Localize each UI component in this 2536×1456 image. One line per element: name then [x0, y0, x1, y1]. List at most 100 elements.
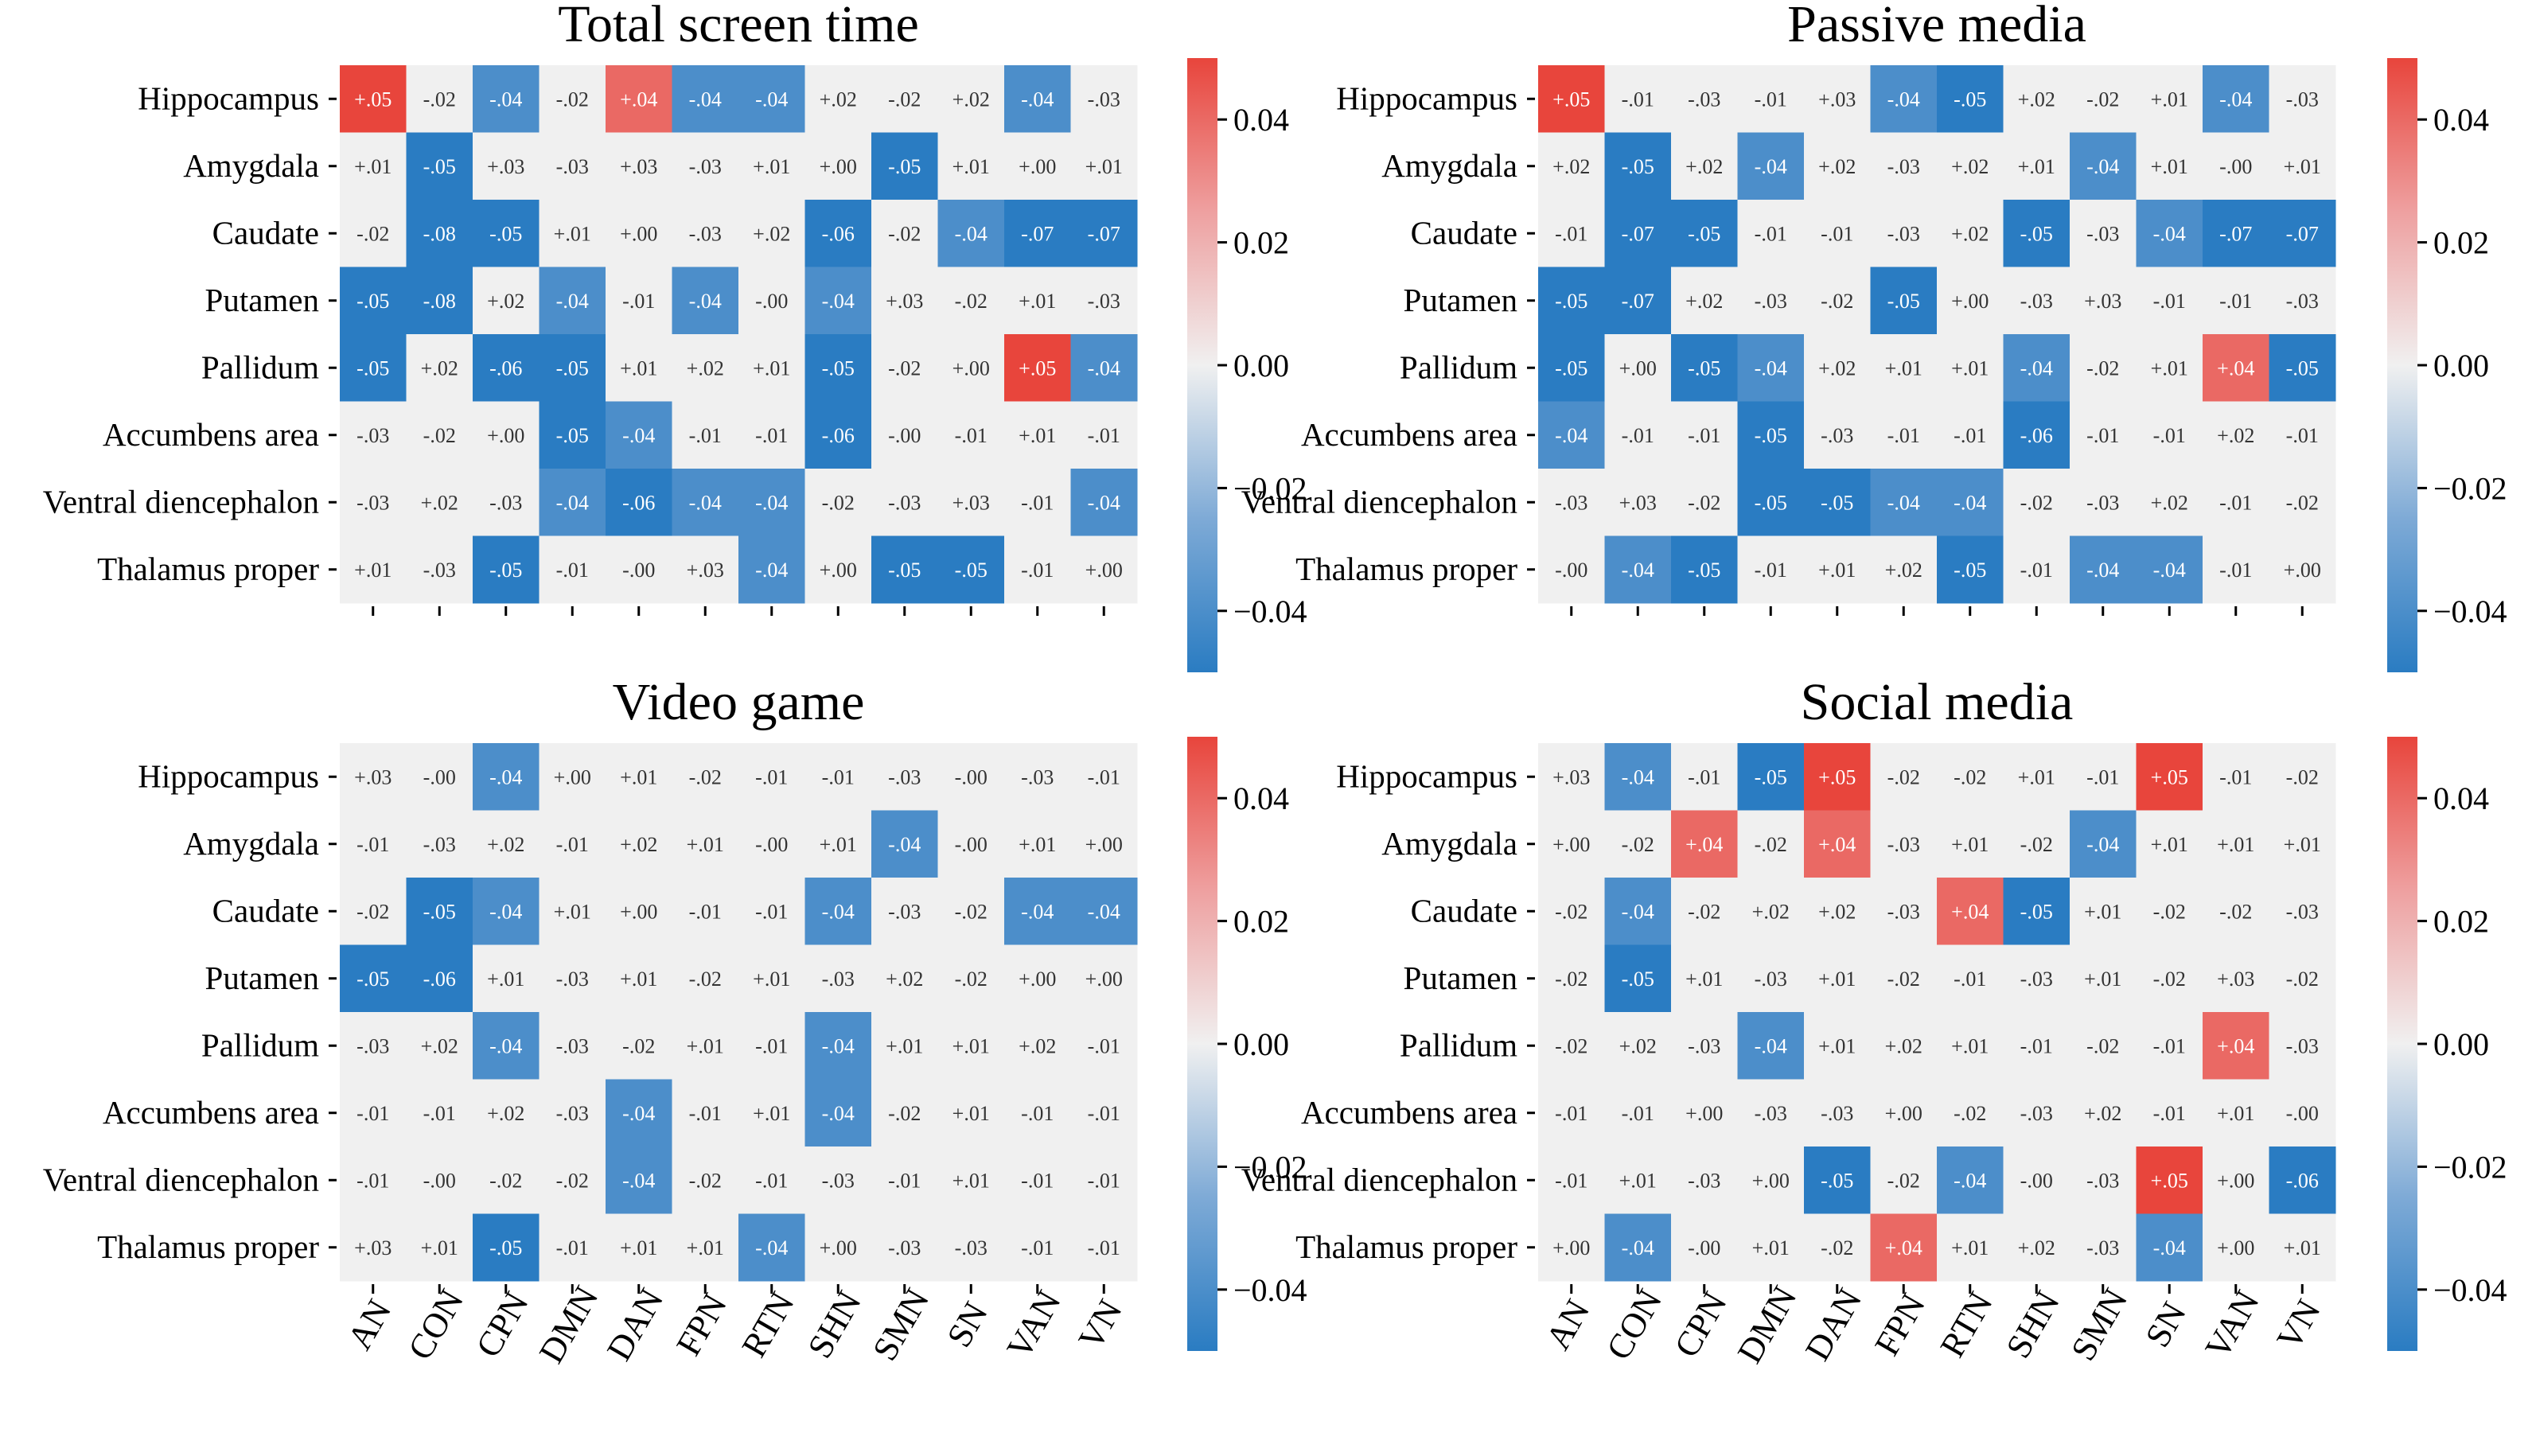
row-label: Ventral diencephalon — [1241, 483, 1517, 520]
cell-label: -.01 — [1088, 424, 1120, 447]
heatmap-cell — [1870, 469, 1938, 536]
heatmap-cell — [2136, 1079, 2203, 1147]
cell-label: -.03 — [822, 1169, 855, 1192]
heatmap-cell — [672, 1079, 739, 1147]
heatmap-cell — [340, 65, 407, 133]
cell-label: -.05 — [556, 424, 589, 447]
cell-label: +.01 — [753, 1102, 790, 1125]
heatmap-cell — [2136, 401, 2203, 469]
cell-label: -.05 — [822, 356, 855, 380]
colorbar — [1187, 58, 1217, 672]
heatmap-cell — [406, 132, 473, 200]
cell-label: +.02 — [421, 356, 458, 380]
cell-label: +.02 — [1752, 900, 1790, 923]
heatmap-cell — [2203, 743, 2269, 811]
cell-label: +.01 — [1951, 356, 1989, 380]
heatmap-cell — [406, 878, 473, 945]
cell-label: -.03 — [1021, 765, 1054, 788]
cell-label: -.03 — [1688, 1169, 1720, 1192]
heatmap-cell — [606, 401, 672, 469]
cell-label: -.02 — [1887, 1169, 1920, 1192]
heatmap-cell — [1538, 944, 1605, 1013]
cell-label: +.05 — [1818, 765, 1856, 788]
cell-label: -.01 — [556, 1236, 589, 1259]
cell-label: -.02 — [2086, 1034, 2119, 1057]
heatmap-cell — [1804, 267, 1871, 335]
cell-label: -.03 — [356, 424, 389, 447]
heatmap-cell — [1804, 65, 1871, 133]
heatmap-cell — [937, 65, 1005, 133]
heatmap-cell — [2136, 334, 2203, 402]
cell-label: +.01 — [554, 222, 591, 245]
colorbar-tick-label: −0.04 — [1233, 1272, 1307, 1308]
heatmap-cell — [2269, 334, 2336, 402]
heatmap-cell — [539, 334, 606, 402]
cell-label: -.07 — [2286, 222, 2319, 245]
cell-label: +.01 — [1619, 1169, 1657, 1192]
heatmap-cell — [937, 1079, 1005, 1147]
heatmap-cell — [804, 334, 872, 402]
cell-label: -.04 — [1622, 559, 1654, 582]
heatmap-cell — [1604, 944, 1672, 1013]
cell-label: +.01 — [1951, 833, 1989, 856]
heatmap-cell — [473, 267, 540, 335]
cell-label: +.03 — [2217, 967, 2254, 991]
heatmap-cell — [937, 334, 1005, 402]
cell-label: -.03 — [1887, 833, 1920, 856]
cell-label: -.04 — [1887, 88, 1920, 111]
col-label: CON — [400, 1283, 471, 1366]
heatmap-cell — [2203, 267, 2269, 335]
cell-label: -.03 — [356, 1034, 389, 1057]
heatmap-cell — [2070, 1213, 2137, 1282]
heatmap-cell — [1870, 743, 1938, 811]
colorbar-tick-label: −0.02 — [2433, 470, 2507, 506]
heatmap-cell — [871, 1012, 938, 1080]
cell-label: -.02 — [1688, 900, 1720, 923]
heatmap-cell — [606, 334, 672, 402]
heatmap-cell — [340, 810, 407, 878]
heatmap-cell — [1937, 1079, 2004, 1147]
cell-label: +.03 — [354, 765, 392, 788]
heatmap-cell — [606, 1213, 672, 1282]
cell-label: -.03 — [423, 559, 456, 582]
heatmap-cell — [937, 743, 1005, 811]
heatmap-cell — [1870, 1213, 1938, 1282]
colorbar-tick-label: 0.00 — [2433, 1026, 2489, 1062]
heatmap-cell — [672, 944, 739, 1013]
heatmap-cell — [2136, 743, 2203, 811]
cell-label: -.05 — [356, 290, 389, 313]
heatmap-cell — [473, 1213, 540, 1282]
cell-label: -.03 — [2286, 1034, 2319, 1057]
heatmap-cell — [804, 267, 872, 335]
cell-label: -.06 — [622, 491, 655, 514]
heatmap-cell — [539, 810, 606, 878]
cell-label: -.04 — [1954, 491, 1986, 514]
cell-label: -.02 — [955, 967, 988, 991]
cell-label: +.03 — [354, 1236, 392, 1259]
heatmap-cell — [937, 200, 1005, 267]
heatmap-cell — [1671, 743, 1738, 811]
cell-label: -.02 — [1555, 900, 1587, 923]
cell-label: -.02 — [1821, 290, 1853, 313]
heatmap-cell — [340, 535, 407, 604]
cell-label: +.01 — [952, 155, 990, 178]
heatmap-cell — [1870, 200, 1938, 267]
heatmap-cell — [738, 944, 805, 1013]
heatmap-cell — [2269, 535, 2336, 604]
cell-label: -.02 — [1755, 833, 1787, 856]
colorbar-tick-label: 0.04 — [2433, 102, 2489, 138]
cell-label: -.05 — [2020, 222, 2053, 245]
heatmap-cell — [871, 334, 938, 402]
heatmap-cell — [2203, 401, 2269, 469]
row-label: Amygdala — [1381, 825, 1517, 862]
heatmap-cell — [672, 469, 739, 536]
heatmap-cell — [2269, 878, 2336, 945]
heatmap-cell — [2136, 267, 2203, 335]
heatmap-cell — [539, 132, 606, 200]
col-label: SHN — [800, 1284, 868, 1365]
heatmap-cell — [738, 469, 805, 536]
cell-label: -.05 — [888, 559, 921, 582]
cell-label: +.01 — [2284, 155, 2321, 178]
heatmap-cell — [672, 810, 739, 878]
cell-label: -.01 — [1021, 559, 1054, 582]
